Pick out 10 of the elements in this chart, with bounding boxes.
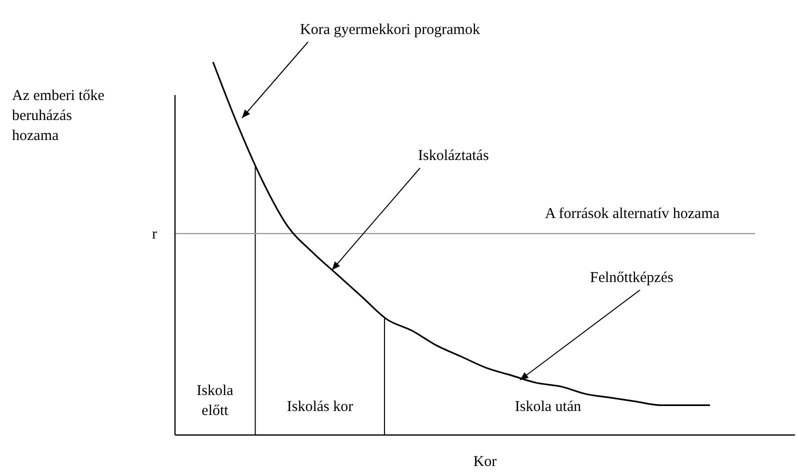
annotation: Iskola után: [514, 399, 582, 415]
ref-line-label: r: [152, 226, 157, 243]
x-axis-title: Kor: [473, 454, 497, 470]
annotation: Iskolás kor: [286, 399, 354, 415]
text: Kora gyermekkori programok: [300, 22, 480, 38]
annotation: Iskoláztatás: [418, 148, 489, 164]
annotation: Felnőttképzés: [590, 270, 674, 286]
annotation: A források alternatív hozama: [545, 206, 720, 222]
annotation: Iskola előtt: [196, 383, 234, 419]
text: Az emberi tőke beruházás hozama: [12, 88, 105, 144]
